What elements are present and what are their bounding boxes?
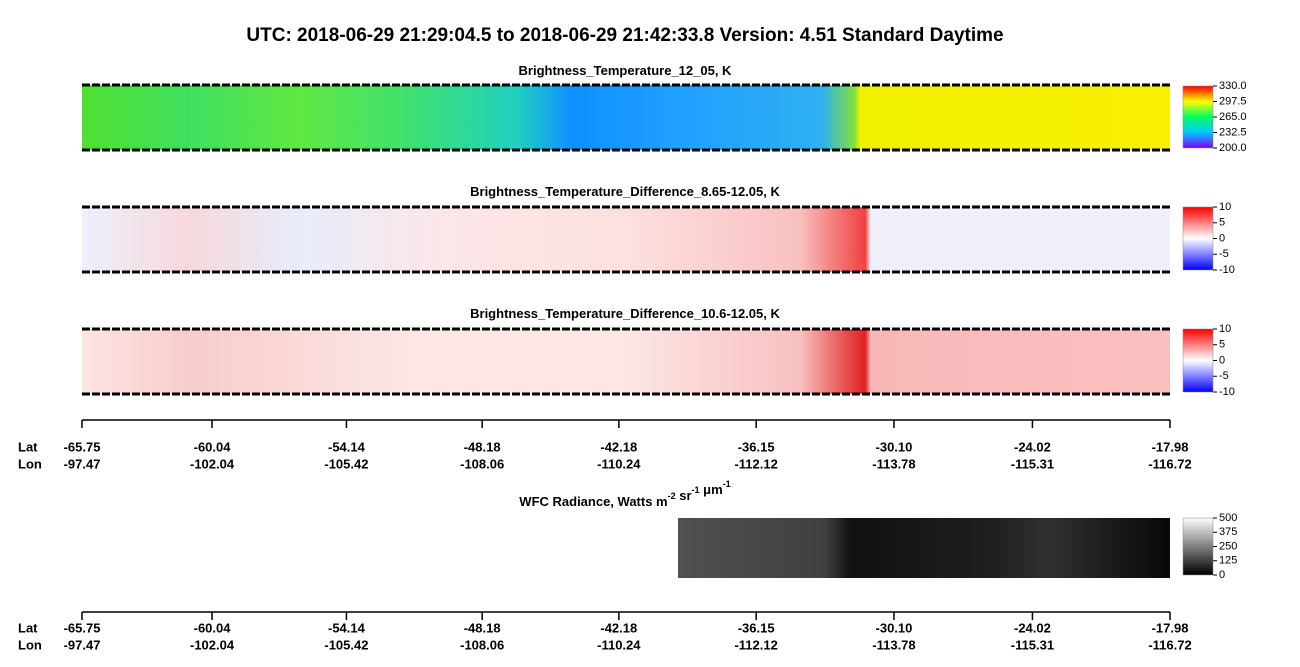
lon-tick-label: -115.31 — [1011, 456, 1054, 471]
lon-tick-label: -108.06 — [460, 637, 504, 652]
colorbar-tick-label: 0 — [1219, 569, 1225, 581]
lon-tick-label: -112.12 — [734, 456, 777, 471]
lat-tick-label: -24.02 — [1014, 439, 1051, 454]
colorbar — [1182, 206, 1214, 271]
heatmap-image — [82, 85, 1170, 150]
panel-title: WFC Radiance, Watts m-2 sr-1 μm-1 — [519, 479, 730, 509]
colorbar-tick-label: 0 — [1219, 232, 1225, 244]
title-part: WFC Radiance, Watts m — [519, 494, 667, 509]
lat-label: Lat — [18, 620, 38, 635]
panel-title: Brightness_Temperature_Difference_8.65-1… — [470, 184, 780, 199]
lat-tick-label: -36.15 — [738, 439, 775, 454]
colorbar-tick-label: 200.0 — [1219, 142, 1247, 154]
lat-tick-label: -24.02 — [1014, 620, 1051, 635]
title-part: sr — [676, 488, 692, 503]
colorbar-tick-label: -5 — [1219, 370, 1229, 382]
panel-title: Brightness_Temperature_Difference_10.6-1… — [470, 306, 780, 321]
lon-tick-label: -108.06 — [460, 456, 504, 471]
colorbar-tick-label: 250 — [1219, 540, 1237, 552]
title-superscript: -1 — [723, 479, 731, 489]
colorbar-tick-label: 0 — [1219, 354, 1225, 366]
lon-tick-label: -105.42 — [324, 637, 368, 652]
colorbar-tick-label: 5 — [1219, 339, 1225, 351]
colorbar-tick-label: 265.0 — [1219, 111, 1247, 123]
lat-tick-label: -30.10 — [876, 620, 913, 635]
lat-tick-label: -48.18 — [464, 620, 501, 635]
title-part: Brightness_Temperature_Difference_10.6-1… — [470, 306, 780, 321]
title-superscript: -2 — [668, 491, 676, 501]
lat-tick-label: -54.14 — [328, 620, 366, 635]
lon-tick-label: -102.04 — [190, 637, 235, 652]
lon-tick-label: -110.24 — [597, 637, 641, 652]
lat-tick-label: -42.18 — [600, 620, 637, 635]
lon-tick-label: -97.47 — [64, 456, 101, 471]
lon-tick-label: -105.42 — [324, 456, 368, 471]
lat-tick-label: -60.04 — [194, 439, 232, 454]
lat-tick-label: -60.04 — [194, 620, 232, 635]
lat-tick-label: -54.14 — [328, 439, 366, 454]
lon-label: Lon — [18, 456, 42, 471]
lat-tick-label: -36.15 — [738, 620, 775, 635]
lon-tick-label: -97.47 — [64, 637, 101, 652]
colorbar-tick-label: 500 — [1219, 512, 1237, 524]
lon-tick-label: -113.78 — [872, 637, 915, 652]
lon-label: Lon — [18, 637, 42, 652]
lat-label: Lat — [18, 439, 38, 454]
lat-tick-label: -17.98 — [1152, 620, 1189, 635]
title-part: Brightness_Temperature_Difference_8.65-1… — [470, 184, 780, 199]
colorbar-tick-label: -5 — [1219, 248, 1229, 260]
colorbar — [1182, 517, 1214, 576]
heatmap-image — [82, 207, 1170, 272]
lon-tick-label: -110.24 — [597, 456, 641, 471]
colorbar-tick-label: 10 — [1219, 201, 1231, 213]
lon-tick-label: -116.72 — [1148, 637, 1191, 652]
lon-tick-label: -116.72 — [1148, 456, 1191, 471]
title-part: Brightness_Temperature_12_05, K — [519, 63, 733, 78]
lat-tick-label: -65.75 — [64, 439, 101, 454]
colorbar-tick-label: 375 — [1219, 526, 1237, 538]
lat-tick-label: -17.98 — [1152, 439, 1189, 454]
colorbar-tick-label: 232.5 — [1219, 126, 1247, 138]
title-part: μm — [700, 482, 723, 497]
colorbar-tick-label: 10 — [1219, 323, 1231, 335]
heatmap-image — [678, 518, 1170, 578]
figure-title: UTC: 2018-06-29 21:29:04.5 to 2018-06-29… — [246, 25, 1003, 46]
lon-tick-label: -115.31 — [1011, 637, 1054, 652]
colorbar-tick-label: -10 — [1219, 264, 1235, 276]
colorbar-tick-label: 297.5 — [1219, 95, 1247, 107]
lat-tick-label: -30.10 — [876, 439, 913, 454]
colorbar-tick-label: 5 — [1219, 217, 1225, 229]
lon-tick-label: -113.78 — [872, 456, 915, 471]
lon-tick-label: -102.04 — [190, 456, 235, 471]
lat-tick-label: -48.18 — [464, 439, 501, 454]
colorbar — [1182, 328, 1214, 393]
colorbar-tick-label: 330.0 — [1219, 80, 1247, 92]
heatmap-image — [82, 329, 1170, 394]
colorbar-tick-label: -10 — [1219, 386, 1235, 398]
title-superscript: -1 — [692, 485, 700, 495]
lon-tick-label: -112.12 — [734, 637, 777, 652]
panel-title: Brightness_Temperature_12_05, K — [519, 63, 733, 78]
colorbar-tick-label: 125 — [1219, 555, 1237, 567]
colorbar — [1182, 85, 1214, 149]
lat-tick-label: -42.18 — [600, 439, 637, 454]
lat-tick-label: -65.75 — [64, 620, 101, 635]
